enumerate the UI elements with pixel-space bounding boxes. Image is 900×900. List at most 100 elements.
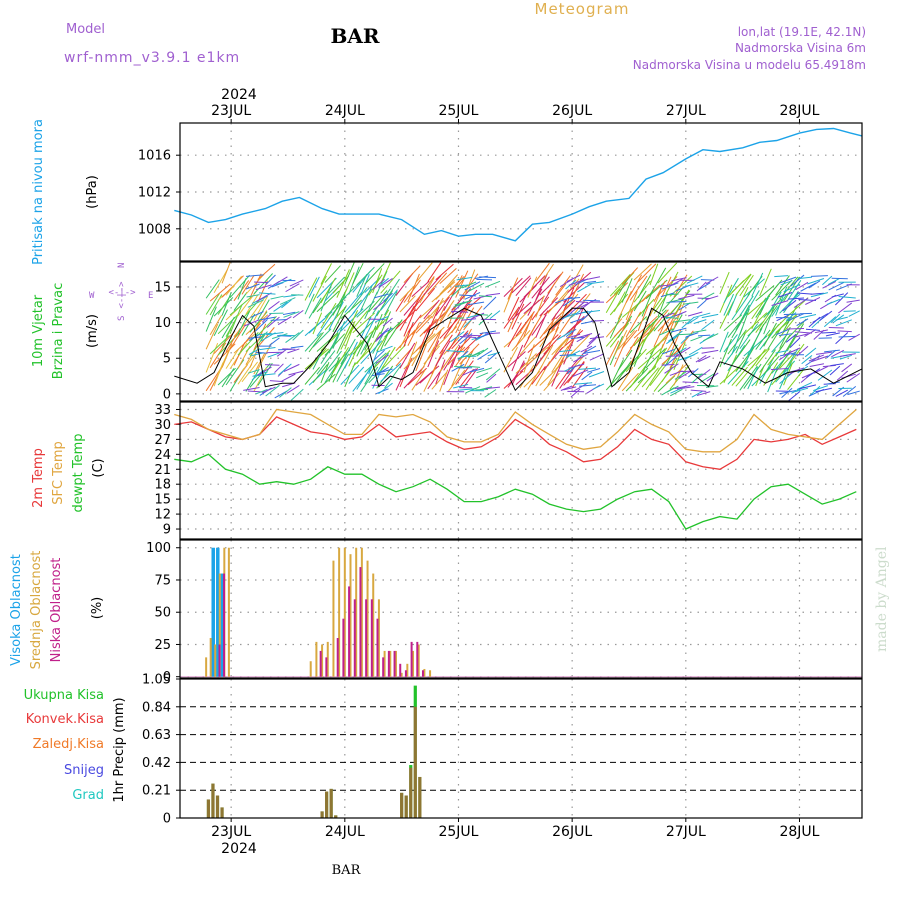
- wind-arrow: [566, 296, 581, 300]
- y-tick-label: 0: [163, 812, 171, 827]
- precip-conv-bar: [320, 811, 324, 818]
- wind-arrow: [371, 373, 385, 377]
- wind-arrow: [348, 339, 362, 367]
- precip-legend-total: Ukupna Kisa: [24, 688, 104, 703]
- temp-dewpt-line: [174, 453, 857, 530]
- cloud-low-bar: [218, 644, 221, 677]
- wind-arrow: [609, 313, 623, 339]
- wind-arrow: [523, 311, 535, 338]
- wind-arrow: [304, 293, 315, 315]
- wind-arrow: [476, 367, 493, 374]
- wind-arrow: [233, 292, 248, 311]
- wind-arrow: [411, 314, 430, 336]
- wind-arrow: [459, 343, 480, 365]
- wind-arrow: [693, 319, 707, 324]
- cloud-high-bar: [216, 547, 220, 677]
- wind-arrow: [582, 309, 601, 314]
- wind-arrow: [304, 332, 322, 352]
- wind-arrow: [668, 330, 683, 342]
- wind-arrow: [257, 299, 270, 320]
- wind-arrow: [837, 330, 852, 333]
- cloud-mid-bar: [372, 573, 375, 677]
- wind-arrow: [450, 331, 465, 343]
- y-tick-label: 1008: [138, 222, 171, 237]
- wind-arrow: [686, 275, 703, 284]
- wind-arrow: [383, 292, 393, 302]
- wind-arrow: [415, 343, 428, 372]
- wind-arrow: [519, 364, 535, 389]
- wind-arrow: [835, 316, 848, 321]
- wind-arrow: [453, 383, 469, 389]
- wind-arrow: [629, 293, 650, 313]
- bottom-date-label: 25JUL: [438, 824, 478, 840]
- wind-arrow: [559, 279, 573, 288]
- wind-arrow: [245, 274, 264, 277]
- wind-arrow: [292, 329, 304, 341]
- wind-arrow: [825, 332, 840, 337]
- wind-arrow: [523, 295, 545, 314]
- y-tick-label: 0.84: [142, 700, 171, 715]
- wind-arrow: [372, 278, 385, 290]
- wind-arrow: [581, 371, 593, 381]
- wind-arrow: [800, 282, 817, 292]
- wind-arrow: [256, 292, 272, 302]
- wind-arrow: [332, 347, 349, 374]
- wind-arrow: [621, 267, 639, 285]
- wind-arrow: [399, 295, 416, 313]
- wind-arrow: [380, 262, 391, 284]
- wind-arrow: [221, 343, 233, 368]
- wind-arrow: [277, 316, 292, 326]
- wind-arrow: [617, 366, 634, 391]
- wind-arrow: [839, 353, 856, 357]
- wind-arrow: [205, 323, 219, 350]
- wind-arrow: [584, 345, 597, 354]
- wind-arrow: [699, 373, 715, 383]
- y-tick-label: 100: [146, 541, 171, 556]
- wind-arrow: [462, 368, 477, 376]
- wind-arrow: [779, 292, 800, 314]
- wind-arrow: [817, 369, 833, 381]
- panel-frame-temp: [179, 401, 863, 540]
- wind-arrow: [566, 333, 581, 339]
- panel-grids: [180, 123, 862, 818]
- bottom-date-label: 24JUL: [325, 824, 365, 840]
- wind-arrow: [380, 311, 392, 335]
- wind-arrow: [589, 353, 605, 361]
- wind-arrow: [621, 372, 639, 392]
- wind-arrow: [336, 353, 350, 375]
- wind-arrow: [808, 280, 821, 289]
- wind-arrow: [649, 309, 669, 333]
- wind-arrow: [779, 372, 793, 384]
- wind-arrow: [253, 310, 268, 333]
- wind-arrow: [763, 355, 780, 375]
- wind-arrow: [308, 331, 324, 353]
- wind-arrow: [583, 276, 601, 281]
- wind-arrow: [571, 273, 585, 300]
- cloud-ylabel-high: Visoka Oblacnost: [9, 554, 24, 666]
- wind-arrow: [649, 267, 667, 296]
- wind-arrow: [225, 275, 243, 296]
- wind-arrow: [241, 352, 257, 372]
- wind-arrow: [336, 269, 350, 298]
- wind-arrow: [443, 288, 457, 311]
- wind-arrow: [364, 352, 387, 373]
- wind-arrow: [376, 290, 394, 317]
- wind-arrow: [348, 310, 368, 335]
- y-tick-label: 15: [154, 493, 171, 508]
- wind-arrow: [605, 367, 628, 391]
- wind-arrow: [801, 355, 813, 365]
- y-tick-label: 21: [154, 463, 171, 478]
- wind-arrow: [782, 299, 797, 312]
- wind-arrow: [673, 319, 691, 323]
- wind-arrow: [785, 333, 797, 343]
- wind-arrow: [559, 313, 574, 334]
- cloud-mid-bar: [321, 644, 324, 677]
- meteogram-label: Meteogram: [535, 0, 630, 18]
- wind-arrow: [783, 291, 799, 314]
- wind-arrow: [723, 354, 738, 384]
- wind-arrow: [316, 290, 340, 313]
- wind-arrow: [696, 391, 711, 397]
- wind-arrow: [415, 262, 433, 283]
- wind-arrow: [364, 361, 378, 385]
- precip-legend-snow: Snijeg: [64, 763, 104, 778]
